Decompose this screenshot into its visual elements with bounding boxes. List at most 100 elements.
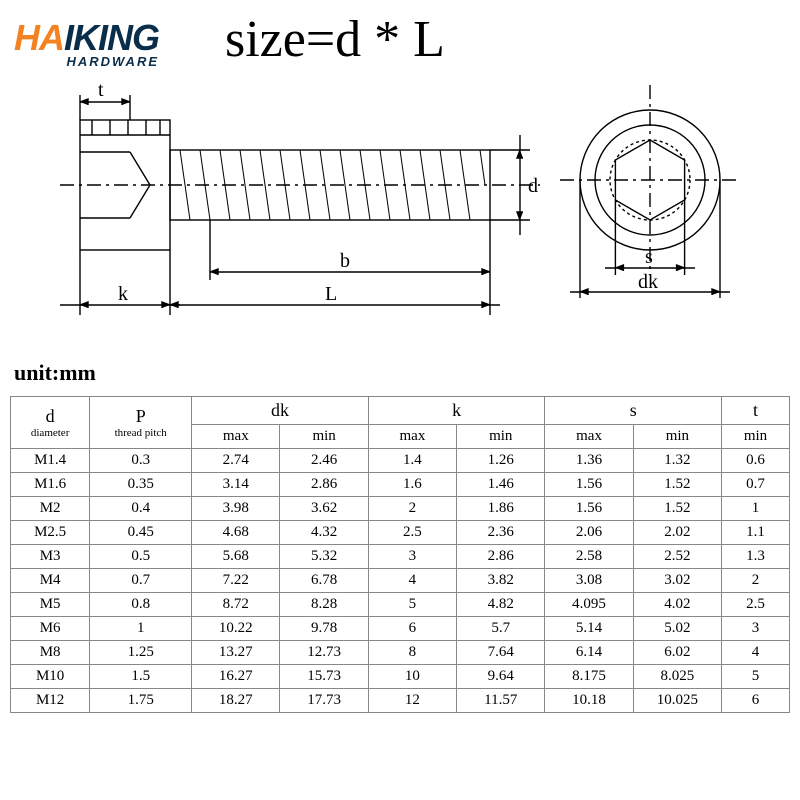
cell-s_min: 1.52 [633,473,721,497]
cell-t_min: 0.6 [722,449,790,473]
hdr-s: s [545,397,722,425]
cell-s_max: 6.14 [545,641,633,665]
table-row: M81.2513.2712.7387.646.146.024 [11,641,790,665]
table-row: M40.77.226.7843.823.083.022 [11,569,790,593]
cell-p: 1.75 [90,689,192,713]
cell-dk_min: 12.73 [280,641,368,665]
hdr-dk: dk [192,397,369,425]
logo-text: HAIKING [14,20,159,56]
cell-p: 1.25 [90,641,192,665]
cell-k_min: 1.26 [457,449,545,473]
cell-t_min: 2.5 [722,593,790,617]
hdr-d-sub: diameter [11,427,89,439]
cell-k_min: 1.86 [457,497,545,521]
cell-p: 0.4 [90,497,192,521]
dim-dk-label: dk [638,271,658,293]
dim-b-label: b [340,250,350,272]
cell-s_min: 1.52 [633,497,721,521]
cell-dk_max: 8.72 [192,593,280,617]
cell-dk_min: 5.32 [280,545,368,569]
logo: HAIKING HARDWARE [14,20,159,69]
table-row: M30.55.685.3232.862.582.521.3 [11,545,790,569]
table-row: M101.516.2715.73109.648.1758.0255 [11,665,790,689]
cell-s_max: 2.06 [545,521,633,545]
cell-k_max: 6 [368,617,456,641]
hdr-p: P [90,406,191,427]
cell-k_min: 9.64 [457,665,545,689]
cell-dk_min: 2.46 [280,449,368,473]
cell-d: M8 [11,641,90,665]
spec-table: d diameter P thread pitch dk k s t max m… [10,396,790,713]
cell-d: M10 [11,665,90,689]
cell-s_min: 2.52 [633,545,721,569]
table-row: M20.43.983.6221.861.561.521 [11,497,790,521]
cell-s_min: 4.02 [633,593,721,617]
hdr-t-min: min [722,425,790,449]
logo-dark: IKING [64,17,159,58]
cell-dk_max: 16.27 [192,665,280,689]
table-head: d diameter P thread pitch dk k s t max m… [11,397,790,449]
unit-label: unit:mm [14,360,96,386]
cell-k_max: 12 [368,689,456,713]
cell-s_max: 1.56 [545,497,633,521]
page: HAIKING HARDWARE size=d * L [0,0,800,800]
cell-s_max: 1.56 [545,473,633,497]
cell-d: M3 [11,545,90,569]
cell-dk_min: 17.73 [280,689,368,713]
cell-dk_max: 13.27 [192,641,280,665]
hdr-k: k [368,397,545,425]
cell-d: M1.4 [11,449,90,473]
cell-t_min: 4 [722,641,790,665]
cell-s_max: 4.095 [545,593,633,617]
cell-p: 0.45 [90,521,192,545]
cell-p: 1 [90,617,192,641]
hdr-k-max: max [368,425,456,449]
cell-dk_max: 3.14 [192,473,280,497]
cell-s_max: 1.36 [545,449,633,473]
cell-d: M5 [11,593,90,617]
hdr-dk-min: min [280,425,368,449]
cell-t_min: 3 [722,617,790,641]
hdr-s-max: max [545,425,633,449]
cell-t_min: 1 [722,497,790,521]
cell-k_min: 4.82 [457,593,545,617]
cell-s_min: 1.32 [633,449,721,473]
cell-dk_max: 2.74 [192,449,280,473]
cell-t_min: 1.1 [722,521,790,545]
cell-t_min: 2 [722,569,790,593]
cell-k_min: 11.57 [457,689,545,713]
table-body: M1.40.32.742.461.41.261.361.320.6M1.60.3… [11,449,790,713]
cell-d: M12 [11,689,90,713]
cell-k_min: 2.36 [457,521,545,545]
bolt-diagram: t d k b L [30,80,770,340]
cell-d: M2 [11,497,90,521]
cell-d: M2.5 [11,521,90,545]
cell-s_max: 5.14 [545,617,633,641]
cell-k_max: 2 [368,497,456,521]
cell-dk_max: 7.22 [192,569,280,593]
cell-dk_min: 2.86 [280,473,368,497]
cell-dk_max: 10.22 [192,617,280,641]
table-row: M2.50.454.684.322.52.362.062.021.1 [11,521,790,545]
cell-dk_max: 3.98 [192,497,280,521]
dim-k-label: k [118,283,128,305]
cell-dk_min: 9.78 [280,617,368,641]
cell-t_min: 1.3 [722,545,790,569]
hdr-dk-max: max [192,425,280,449]
cell-k_max: 8 [368,641,456,665]
cell-d: M6 [11,617,90,641]
dim-L-label: L [325,283,337,305]
cell-p: 0.5 [90,545,192,569]
cell-k_min: 5.7 [457,617,545,641]
cell-s_min: 8.025 [633,665,721,689]
dim-s-label: s [645,246,653,268]
cell-dk_min: 4.32 [280,521,368,545]
cell-k_max: 1.6 [368,473,456,497]
cell-t_min: 6 [722,689,790,713]
cell-k_max: 4 [368,569,456,593]
cell-k_min: 2.86 [457,545,545,569]
cell-p: 1.5 [90,665,192,689]
spec-table-wrap: d diameter P thread pitch dk k s t max m… [10,396,790,713]
table-row: M1.40.32.742.461.41.261.361.320.6 [11,449,790,473]
table-row: M121.7518.2717.731211.5710.1810.0256 [11,689,790,713]
